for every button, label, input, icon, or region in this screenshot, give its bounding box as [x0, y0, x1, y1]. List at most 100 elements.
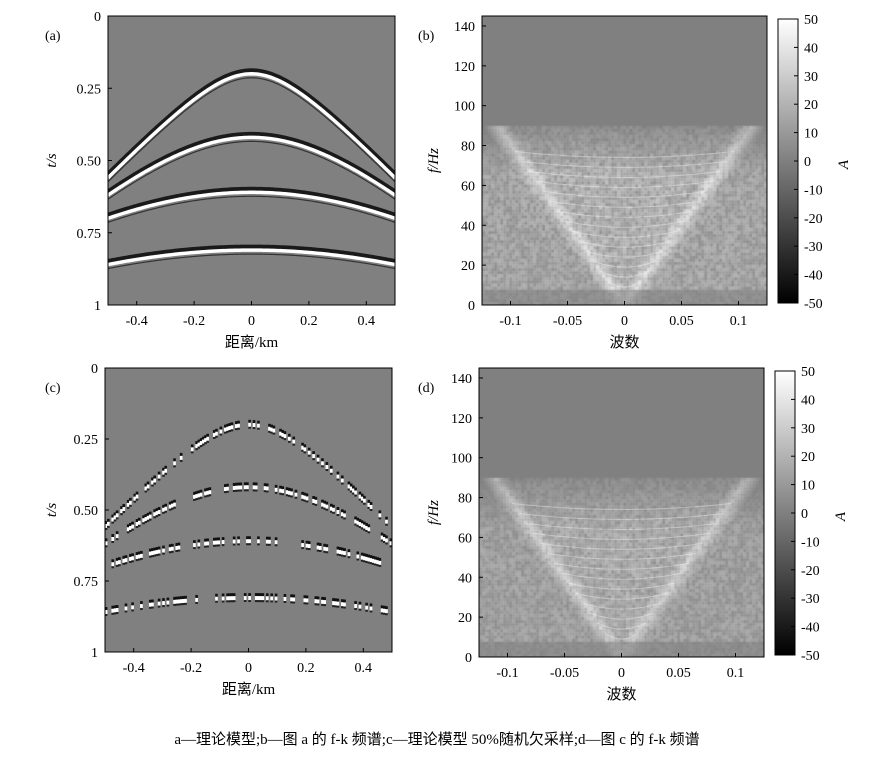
- spectrum-cell: [569, 202, 573, 207]
- spectrum-cell: [563, 218, 567, 222]
- spectrum-cell: [548, 264, 552, 269]
- spectrum-cell: [482, 249, 486, 253]
- spectrum-cell: [512, 187, 516, 191]
- spectrum-cell: [698, 178, 702, 182]
- spectrum-cell: [497, 264, 501, 269]
- spectrum-cell: [521, 286, 525, 290]
- spectrum-cell: [539, 125, 543, 130]
- spectrum-cell: [551, 246, 555, 250]
- spectrum-cell: [710, 202, 714, 207]
- spectrum-cell: [740, 175, 744, 179]
- spectrum-cell: [713, 147, 717, 151]
- spectrum-cell: [635, 224, 639, 228]
- spectrum-cell: [614, 221, 618, 225]
- spectrum-cell: [515, 280, 519, 284]
- spectrum-cell: [602, 184, 606, 188]
- spectrum-cell: [755, 206, 759, 210]
- spectrum-cell: [530, 283, 534, 287]
- spectrum-cell: [719, 240, 723, 244]
- spectrum-cell: [656, 270, 660, 275]
- spectrum-cell: [623, 162, 627, 167]
- spectrum-cell: [635, 156, 639, 160]
- spectrum-cell: [503, 246, 507, 250]
- spectrum-cell: [587, 277, 591, 281]
- spectrum-cell: [737, 252, 741, 256]
- spectrum-cell: [575, 147, 579, 151]
- spectrum-cell: [674, 218, 678, 222]
- spectrum-cell: [497, 144, 501, 148]
- spectrum-cell: [716, 141, 720, 145]
- spectrum-cell: [710, 134, 714, 139]
- spectrum-cell: [521, 153, 525, 157]
- spectrum-cell: [623, 240, 627, 244]
- spectrum-cell: [707, 221, 711, 225]
- spectrum-cell: [515, 270, 519, 275]
- spectrum-cell: [515, 286, 519, 290]
- spectrum-cell: [509, 243, 513, 247]
- spectrum-cell: [638, 283, 642, 287]
- spectrum-cell: [647, 178, 651, 182]
- spectrum-cell: [563, 147, 567, 151]
- spectrum-cell: [605, 215, 609, 219]
- spectrum-cell: [740, 206, 744, 210]
- spectrum-cell: [761, 144, 765, 148]
- spectrum-cell: [659, 196, 663, 201]
- spectrum-cell: [566, 181, 570, 185]
- spectrum-cell: [752, 280, 756, 284]
- spectrum-cell: [584, 150, 588, 154]
- spectrum-cell: [716, 150, 720, 154]
- spectrum-cell: [761, 277, 765, 281]
- spectrum-cell: [593, 202, 597, 207]
- spectrum-cell: [491, 156, 495, 160]
- spectrum-cell: [563, 270, 567, 275]
- spectrum-cell: [620, 175, 624, 179]
- spectrum-cell: [602, 162, 606, 167]
- spectrum-cell: [710, 187, 714, 191]
- spectrum-cell: [710, 175, 714, 179]
- spectrum-cell: [623, 218, 627, 222]
- spectrum-cell: [488, 178, 492, 182]
- spectrum-cell: [560, 181, 564, 185]
- spectrum-cell: [581, 178, 585, 182]
- spectrum-cell: [542, 233, 546, 238]
- spectrum-cell: [764, 172, 767, 176]
- spectrum-cell: [716, 274, 720, 278]
- spectrum-cell: [611, 236, 615, 241]
- spectrum-cell: [551, 175, 555, 179]
- spectrum-cell: [554, 233, 558, 238]
- spectrum-cell: [710, 227, 714, 232]
- spectrum-cell: [488, 125, 492, 130]
- spectrum-cell: [560, 150, 564, 154]
- spectrum-cell: [500, 190, 504, 194]
- spectrum-cell: [761, 252, 765, 256]
- spectrum-cell: [608, 202, 612, 207]
- spectrum-cell: [761, 168, 765, 173]
- spectrum-cell: [659, 153, 663, 157]
- spectrum-cell: [500, 277, 504, 281]
- spectrum-cell: [590, 283, 594, 287]
- spectrum-cell: [533, 134, 537, 139]
- spectrum-cell: [677, 212, 681, 216]
- spectrum-cell: [584, 255, 588, 259]
- spectrum-cell: [704, 233, 708, 238]
- spectrum-cell: [764, 147, 767, 151]
- spectrum-cell: [482, 264, 486, 269]
- spectrum-cell: [665, 190, 669, 194]
- spectrum-cell: [722, 141, 726, 145]
- spectrum-cell: [488, 274, 492, 278]
- spectrum-cell: [728, 181, 732, 185]
- spectrum-cell: [719, 162, 723, 167]
- spectrum-cell: [722, 150, 726, 154]
- spectrum-cell: [746, 264, 750, 269]
- spectrum-cell: [686, 249, 690, 253]
- spectrum-cell: [566, 270, 570, 275]
- spectrum-cell: [692, 233, 696, 238]
- spectrum-cell: [557, 196, 561, 201]
- spectrum-cell: [644, 165, 648, 170]
- spectrum-cell: [557, 233, 561, 238]
- spectrum-cell: [683, 280, 687, 284]
- spectrum-cell: [680, 264, 684, 269]
- spectrum-cell: [587, 206, 591, 210]
- spectrum-cell: [674, 264, 678, 269]
- spectrum-cell: [701, 261, 705, 266]
